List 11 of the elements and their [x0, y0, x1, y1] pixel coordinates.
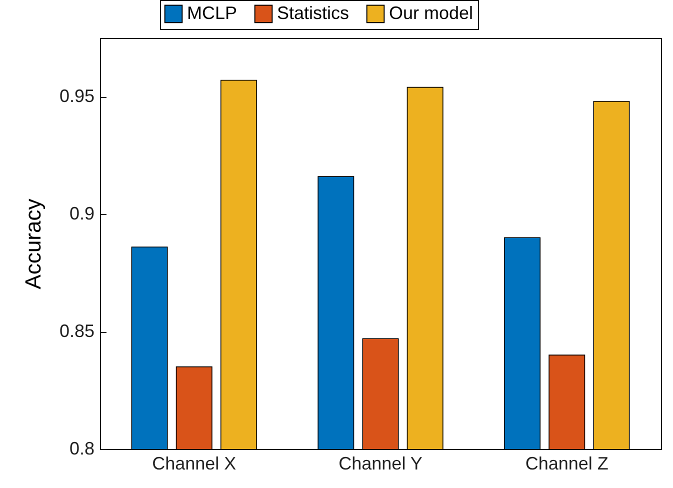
y-tick-label: 0.95: [59, 86, 94, 106]
legend-label: Statistics: [277, 2, 350, 23]
y-tick-label: 0.9: [69, 204, 94, 224]
y-tick-label: 0.8: [69, 438, 94, 458]
x-tick-label: Channel Z: [525, 454, 608, 474]
y-axis-title: Accuracy: [20, 198, 46, 290]
y-tick-label: 0.85: [59, 321, 94, 342]
x-tick-label: Channel X: [152, 454, 236, 474]
legend-label: Our model: [389, 2, 474, 23]
legend-label: MCLP: [187, 2, 238, 23]
x-tick-label: Channel Y: [338, 454, 422, 474]
